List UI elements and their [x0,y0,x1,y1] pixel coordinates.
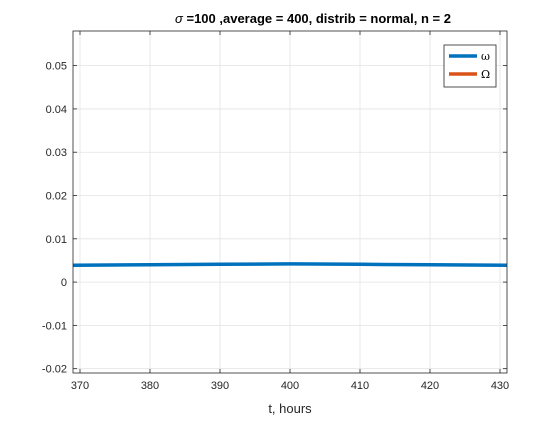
y-tick-label: -0.01 [42,320,67,332]
y-tick-label: 0 [61,277,67,289]
legend: ωΩ [443,44,497,88]
chart-title: σ =100 ,average = 400, distrib = normal,… [175,11,451,26]
y-tick-label: 0.03 [46,147,67,159]
series-line [72,262,508,267]
x-axis-label: t, hours [268,401,312,416]
series-layer [72,262,508,267]
title-sigma: σ [175,11,184,26]
y-tick-label: -0.02 [42,364,67,376]
title-text: =100 ,average = 400, distrib = normal, n… [183,11,451,26]
x-tick-label: 410 [351,380,369,392]
ticks: 370 380 390 400 410 420 430 -0.02 -0.01 0 0.01 0.02… [42,31,509,392]
x-tick-label: 370 [71,380,89,392]
legend-label: ω [481,50,490,63]
x-tick-label: 390 [211,380,229,392]
x-tick-label: 380 [141,380,159,392]
x-tick-label: 400 [281,380,299,392]
y-tick-label: 0.02 [46,191,67,203]
x-tick-label: 430 [491,380,509,392]
legend-box [443,44,497,88]
y-tick-label: 0.04 [46,104,67,116]
x-tick-label: 420 [421,380,439,392]
grid [73,31,507,373]
legend-label: Ω [481,68,490,81]
y-tick-label: 0.01 [46,234,67,246]
y-tick-label: 0.05 [46,61,67,73]
